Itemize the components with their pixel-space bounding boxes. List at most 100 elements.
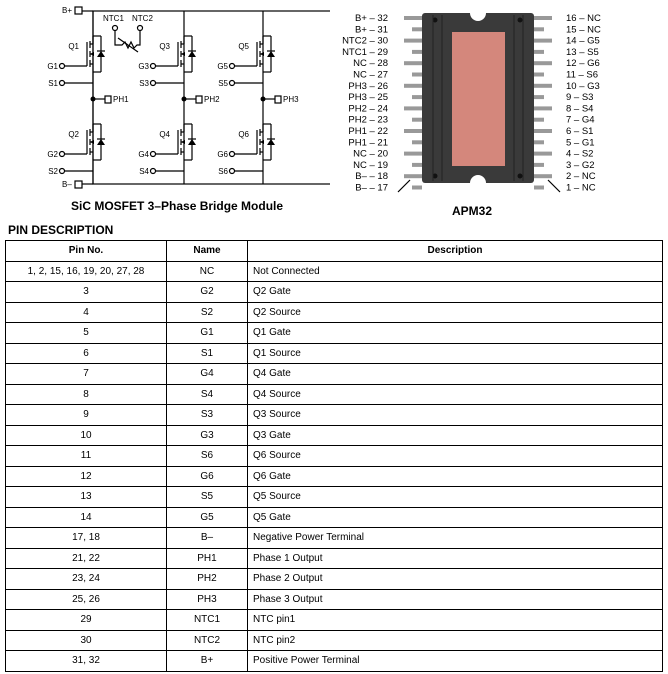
ntc2-terminal xyxy=(136,24,144,32)
gate-terminal xyxy=(58,150,66,158)
pin-label: NTC1 – 29 xyxy=(342,47,388,58)
notch xyxy=(470,175,486,191)
name-cell: S5 xyxy=(166,486,248,508)
package-caption: APM32 xyxy=(452,204,493,218)
pin-label: 13 – S5 xyxy=(566,47,599,58)
table-row: 14 G5 Q5 Gate xyxy=(5,506,663,528)
pin-label: NC – 20 xyxy=(353,149,388,160)
pin-lead xyxy=(404,61,422,66)
name-cell: S2 xyxy=(166,301,248,323)
pin-lead xyxy=(534,129,552,133)
description-cell: NTC pin1 xyxy=(247,609,663,631)
description-cell: Q2 Source xyxy=(247,301,663,323)
name-cell: NC xyxy=(166,260,248,282)
pin-description-table: Pin No. Name Description 1, 2, 15, 16, 1… xyxy=(5,240,663,672)
table-row: 13 S5 Q5 Source xyxy=(5,486,663,508)
table-row: 10 G3 Q3 Gate xyxy=(5,424,663,446)
name-cell: B– xyxy=(166,527,248,549)
pin1-arrow xyxy=(547,179,561,193)
gate-label: G1 xyxy=(47,62,58,71)
name-cell: G3 xyxy=(166,424,248,446)
mosfet-symbol xyxy=(235,35,275,73)
table-row: 12 G6 Q6 Gate xyxy=(5,465,663,487)
pin-label: PH2 – 24 xyxy=(348,103,388,114)
description-cell: Q5 Gate xyxy=(247,506,663,528)
pin-no-cell: 11 xyxy=(5,445,167,467)
pin-lead xyxy=(412,185,422,190)
pin-lead xyxy=(412,162,422,167)
pin-label: 1 – NC xyxy=(566,183,596,194)
pin-label: 7 – G4 xyxy=(566,115,595,126)
pin-no-cell: 8 xyxy=(5,383,167,405)
pin-lead xyxy=(404,174,422,179)
pin-no-cell: 5 xyxy=(5,322,167,344)
description-cell: Positive Power Terminal xyxy=(247,650,663,672)
description-cell: Q4 Gate xyxy=(247,363,663,385)
table-row: 8 S4 Q4 Source xyxy=(5,383,663,405)
table-row: 9 S3 Q3 Source xyxy=(5,404,663,426)
name-cell: PH1 xyxy=(166,547,248,569)
pin-label: 8 – S4 xyxy=(566,103,593,114)
pin-no-cell: 31, 32 xyxy=(5,650,167,672)
pin-no-cell: 9 xyxy=(5,404,167,426)
source-label: S5 xyxy=(218,79,228,88)
pin-lead xyxy=(412,72,422,77)
pin-lead xyxy=(534,140,544,145)
pin1-arrow xyxy=(397,179,411,193)
pin-lead xyxy=(534,117,544,122)
description-cell: Q1 Gate xyxy=(247,322,663,344)
table-row: 6 S1 Q1 Source xyxy=(5,342,663,364)
name-cell: G2 xyxy=(166,281,248,303)
phase-terminal xyxy=(195,95,203,104)
pin-no-cell: 3 xyxy=(5,281,167,303)
notch xyxy=(470,5,486,21)
pin-lead xyxy=(412,95,422,100)
pin-label: 6 – S1 xyxy=(566,126,593,137)
transistor-label: Q6 xyxy=(238,130,249,139)
name-cell: PH2 xyxy=(166,568,248,590)
pin-lead xyxy=(534,83,552,88)
table-row: 23, 24 PH2 Phase 2 Output xyxy=(5,568,663,590)
body-diode-symbol xyxy=(267,139,275,145)
pin-lead xyxy=(404,83,422,88)
pin-no-cell: 25, 26 xyxy=(5,588,167,610)
mount-hole xyxy=(517,173,523,179)
mount-hole xyxy=(432,173,438,179)
pin-label: NC – 28 xyxy=(353,58,388,69)
pin-label: PH1 – 21 xyxy=(348,137,388,148)
source-label: S6 xyxy=(218,167,228,176)
pin-lead xyxy=(534,49,544,54)
gate-terminal xyxy=(58,62,66,70)
gate-label: G2 xyxy=(47,150,58,159)
description-cell: Phase 1 Output xyxy=(247,547,663,569)
pin-label: B+ – 31 xyxy=(355,24,388,35)
table-row: 29 NTC1 NTC pin1 xyxy=(5,609,663,631)
ntc1-label: NTC1 xyxy=(103,14,124,23)
pin-label: PH3 – 26 xyxy=(348,81,388,92)
pin-no-cell: 1, 2, 15, 16, 19, 20, 27, 28 xyxy=(5,260,167,282)
body-diode-symbol xyxy=(188,51,196,57)
description-cell: Q4 Source xyxy=(247,383,663,405)
table-row: 30 NTC2 NTC pin2 xyxy=(5,629,663,651)
table-row: 11 S6 Q6 Source xyxy=(5,445,663,467)
arrow xyxy=(181,52,185,56)
bminus-label: B– xyxy=(62,180,72,189)
source-label: S1 xyxy=(48,79,58,88)
description-cell: Not Connected xyxy=(247,260,663,282)
name-cell: S1 xyxy=(166,342,248,364)
description-cell: Q3 Gate xyxy=(247,424,663,446)
pin-label: 15 – NC xyxy=(566,24,601,35)
source-terminal xyxy=(149,167,157,175)
pin-label: B– – 17 xyxy=(355,183,388,194)
arrow xyxy=(181,140,185,144)
pin-description-title: PIN DESCRIPTION xyxy=(8,223,114,237)
source-terminal xyxy=(228,167,236,175)
pin-no-cell: 29 xyxy=(5,609,167,631)
pin-label: PH1 – 22 xyxy=(348,126,388,137)
pin-label: 16 – NC xyxy=(566,13,601,24)
table-row: 31, 32 B+ Positive Power Terminal xyxy=(5,650,663,672)
table-row: 7 G4 Q4 Gate xyxy=(5,363,663,385)
source-terminal xyxy=(58,167,66,175)
pin-label: 4 – S2 xyxy=(566,149,593,160)
pin-no-cell: 7 xyxy=(5,363,167,385)
